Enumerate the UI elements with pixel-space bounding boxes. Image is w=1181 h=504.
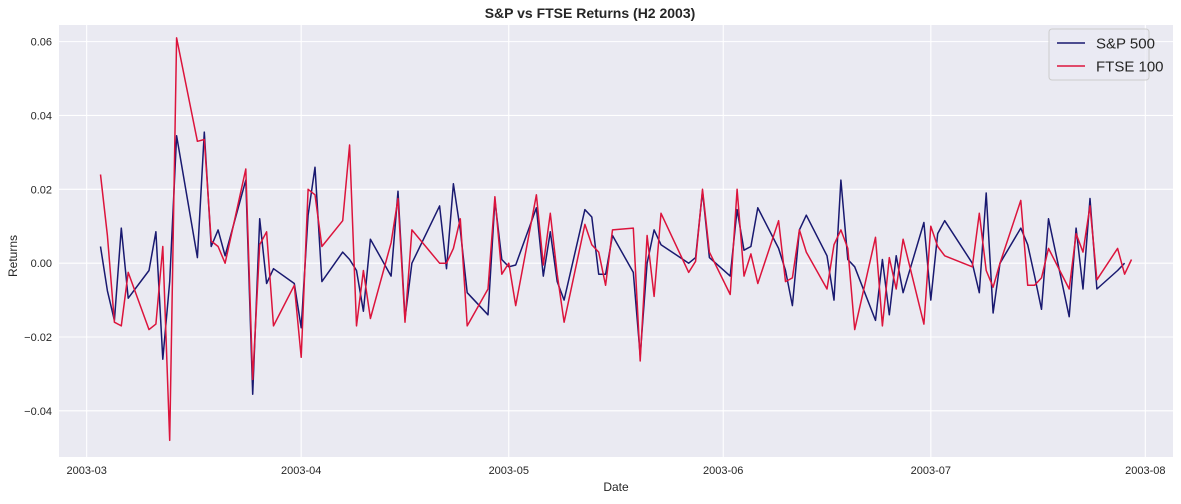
y-tick-label: 0.06 [31, 37, 52, 49]
legend-box [1048, 28, 1150, 81]
x-tick-label: 2003-03 [66, 465, 106, 477]
y-tick-label: 0.00 [31, 258, 52, 270]
series-lines [99, 37, 1133, 442]
x-tick-label: 2003-06 [703, 465, 743, 477]
y-tick-label: 0.04 [31, 110, 52, 122]
legend: S&P 500 FTSE 100 [1048, 28, 1164, 81]
grid-lines [59, 25, 1173, 457]
x-tick-labels: 2003-03 2003-04 2003-05 2003-06 2003-07 2003-… [66, 465, 1165, 477]
y-axis-label: Returns [6, 235, 20, 277]
chart-title: S&P vs FTSE Returns (H2 2003) [485, 5, 696, 21]
y-tick-label: 0.02 [31, 184, 52, 196]
series-line-sp500 [99, 131, 1126, 395]
legend-label-ftse100: FTSE 100 [1096, 59, 1164, 76]
x-tick-label: 2003-04 [281, 465, 321, 477]
series-line-ftse100 [99, 37, 1133, 442]
y-tick-labels: −0.04 −0.02 0.00 0.02 0.04 0.06 [24, 37, 52, 418]
legend-label-sp500: S&P 500 [1096, 36, 1155, 53]
y-tick-label: −0.04 [24, 406, 52, 418]
y-tick-label: −0.02 [24, 332, 52, 344]
x-axis-label: Date [603, 480, 629, 494]
x-tick-label: 2003-08 [1125, 465, 1165, 477]
x-tick-label: 2003-07 [911, 465, 951, 477]
x-tick-label: 2003-05 [489, 465, 529, 477]
